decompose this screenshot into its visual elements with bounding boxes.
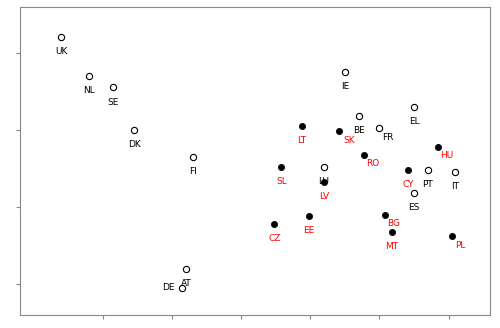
Text: PL: PL [455,241,466,250]
Text: DK: DK [128,140,140,149]
Text: CY: CY [402,180,414,189]
Text: IE: IE [340,82,349,91]
Text: FR: FR [382,133,394,142]
Text: SE: SE [108,97,119,107]
Text: MT: MT [386,242,398,251]
Text: NL: NL [83,86,95,95]
Text: BE: BE [353,126,364,135]
Text: LU: LU [318,177,330,186]
Text: AT: AT [180,279,192,288]
Text: LV: LV [319,192,329,201]
Text: SK: SK [343,136,355,145]
Text: EE: EE [304,226,314,235]
Text: SL: SL [276,177,286,186]
Text: IT: IT [452,182,460,191]
Text: FI: FI [189,167,196,176]
Text: EL: EL [408,117,420,126]
Text: LT: LT [298,136,306,145]
Text: RO: RO [366,159,379,168]
Text: ES: ES [408,203,420,212]
Text: HU: HU [440,152,453,160]
Text: PT: PT [422,180,433,189]
Text: UK: UK [56,48,68,56]
Text: BG: BG [386,219,400,228]
Text: DE: DE [162,283,175,292]
Text: CZ: CZ [268,234,280,243]
